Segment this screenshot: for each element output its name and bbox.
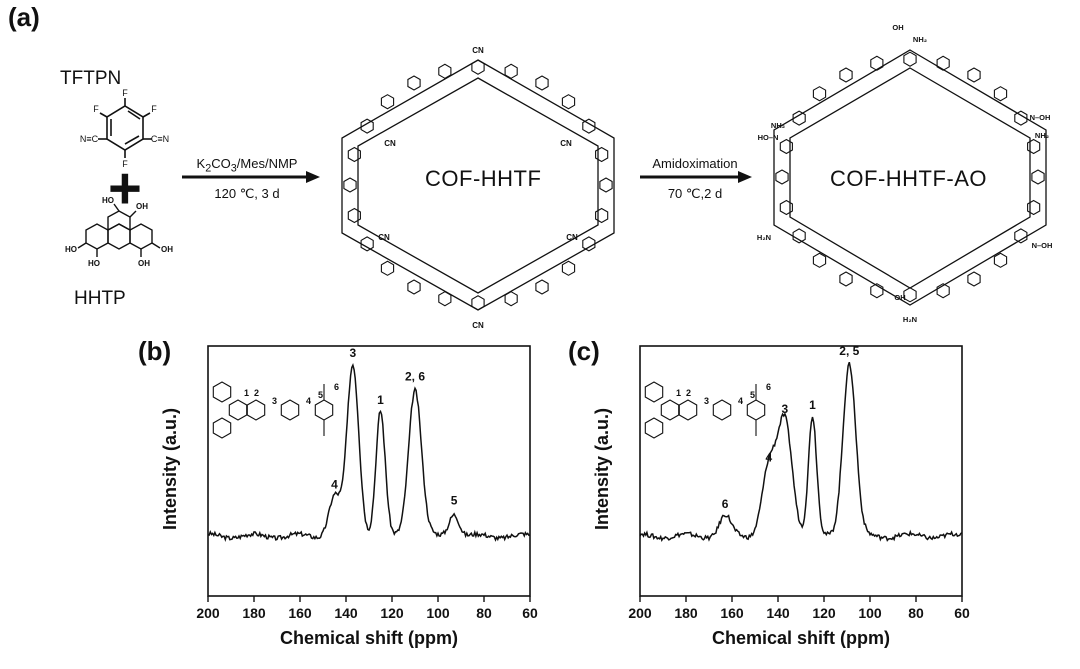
svg-text:HO: HO (102, 196, 114, 205)
spectrum-line (207, 363, 531, 542)
arrow1-conditions-bottom: 120 ℃, 3 d (214, 186, 280, 201)
svg-text:HO: HO (88, 259, 100, 268)
peak-label: 4 (331, 477, 338, 491)
peak-label: 2, 5 (839, 344, 859, 358)
inset-atom-label: 1 (676, 388, 681, 398)
peak-label: 3 (350, 346, 357, 360)
svg-text:CN: CN (384, 139, 396, 148)
x-tick-label: 180 (242, 605, 266, 621)
x-tick-label: 160 (288, 605, 312, 621)
svg-text:OH: OH (892, 23, 903, 32)
x-tick-label: 140 (334, 605, 358, 621)
x-tick-label: 140 (766, 605, 790, 621)
inset-atom-label: 3 (272, 396, 277, 406)
peak-label: 1 (377, 393, 384, 407)
x-tick-label: 120 (380, 605, 404, 621)
inset-atom-label: 2 (686, 388, 691, 398)
svg-text:N≡C: N≡C (80, 134, 99, 144)
tftpn-structure: F F F F C≡N N≡C (80, 88, 169, 169)
svg-text:NH₂: NH₂ (1035, 131, 1049, 140)
svg-text:F: F (151, 104, 157, 114)
inset-atom-label: 5 (318, 390, 323, 400)
inset-atom-label: 4 (738, 396, 743, 406)
plot-frame (207, 345, 531, 597)
inset-structure (644, 381, 766, 439)
svg-text:HO–N: HO–N (758, 133, 779, 142)
peak-label: 4 (765, 450, 772, 464)
x-tick-label: 120 (812, 605, 836, 621)
panel-a-label: (a) (8, 2, 40, 32)
svg-text:N–OH: N–OH (1032, 241, 1053, 250)
svg-text:H₂N: H₂N (757, 233, 771, 242)
arrow1-conditions-top: K2CO3/Mes/NMP (196, 156, 298, 175)
panel-c-label: (c) (568, 336, 600, 366)
inset-atom-label: 1 (244, 388, 249, 398)
svg-text:OH: OH (161, 245, 173, 254)
x-tick-label: 100 (426, 605, 450, 621)
svg-text:CN: CN (566, 233, 578, 242)
hhtp-structure: HO OH OH OH HO HO (65, 196, 173, 268)
inset-atom-label: 2 (254, 388, 259, 398)
svg-text:OH: OH (136, 202, 148, 211)
x-tick-label: 60 (954, 605, 970, 621)
svg-text:C≡N: C≡N (151, 134, 169, 144)
inset-structure (212, 381, 334, 439)
svg-text:CN: CN (472, 46, 484, 55)
tftpn-label: TFTPN (60, 68, 122, 89)
arrow2 (640, 171, 752, 183)
x-tick-label: 160 (720, 605, 744, 621)
inset-atom-label: 6 (334, 382, 339, 392)
y-axis-title: Intensity (a.u.) (160, 408, 180, 530)
svg-text:F: F (122, 88, 128, 98)
svg-text:NH₂: NH₂ (913, 35, 927, 44)
peak-label: 3 (782, 402, 789, 416)
cof-hhtf-ao-label: COF-HHTF-AO (830, 166, 988, 191)
svg-text:HO: HO (65, 245, 77, 254)
x-tick-label: 80 (476, 605, 492, 621)
cof-hhtf-framework: CN CN CN CN CN CN (341, 46, 615, 330)
panel-b-label: (b) (138, 336, 172, 366)
cof-hhtf-label: COF-HHTF (425, 166, 542, 191)
svg-text:CN: CN (472, 321, 484, 330)
svg-text:OH: OH (138, 259, 150, 268)
peak-label: 5 (451, 494, 458, 508)
svg-text:NH₂: NH₂ (771, 121, 785, 130)
x-axis-title: Chemical shift (ppm) (280, 628, 458, 648)
x-tick-label: 180 (674, 605, 698, 621)
y-axis-title: Intensity (a.u.) (592, 408, 612, 530)
x-tick-label: 80 (908, 605, 924, 621)
spectrum-line (639, 361, 963, 543)
svg-text:F: F (93, 104, 99, 114)
inset-atom-label: 3 (704, 396, 709, 406)
arrow2-conditions-bottom: 70 ℃,2 d (667, 186, 723, 201)
svg-text:CN: CN (378, 233, 390, 242)
peak-label: 6 (722, 497, 729, 511)
plus-sign: + (108, 156, 142, 221)
cof-hhtf-ao-framework: OH NH₂ NH₂ HO–N N–OH NH₂ H₂N N–OH H₂N OH (757, 23, 1053, 324)
nmr-chart-c: 200 180 160 140 120 100 80 60 Chemical shift (pp… (592, 344, 970, 648)
plot-frame (639, 345, 963, 597)
inset-atom-label: 5 (750, 390, 755, 400)
x-axis-title: Chemical shift (ppm) (712, 628, 890, 648)
arrow2-conditions-top: Amidoximation (652, 156, 738, 171)
svg-text:H₂N: H₂N (903, 315, 917, 324)
inset-atom-label: 6 (766, 382, 771, 392)
x-tick-label: 200 (628, 605, 652, 621)
x-tick-label: 60 (522, 605, 538, 621)
svg-text:OH: OH (894, 293, 905, 302)
peak-label: 1 (809, 398, 816, 412)
nmr-chart-b: 200 180 160 140 120 100 80 60 Chemical shift (pp… (160, 345, 538, 648)
x-tick-label: 100 (858, 605, 882, 621)
x-tick-label: 200 (196, 605, 220, 621)
svg-text:N–OH: N–OH (1030, 113, 1051, 122)
arrow1 (182, 171, 320, 183)
svg-text:CN: CN (560, 139, 572, 148)
svg-text:F: F (122, 159, 128, 169)
hhtp-label: HHTP (74, 288, 126, 309)
inset-atom-label: 4 (306, 396, 311, 406)
peak-label: 2, 6 (405, 369, 425, 383)
